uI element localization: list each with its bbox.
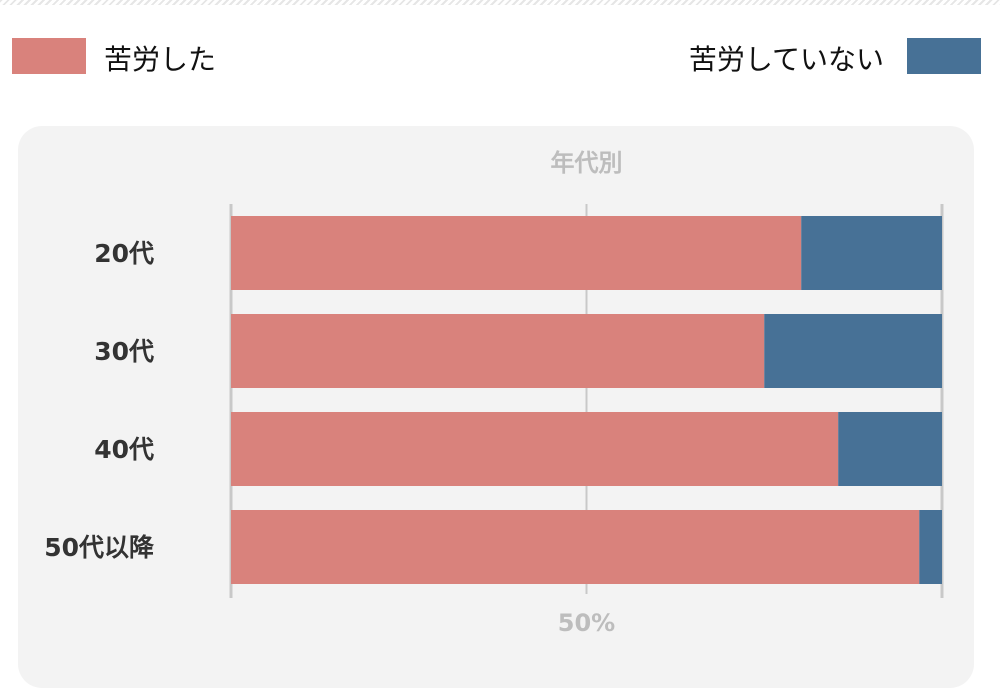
bar-struggled-4: [231, 510, 920, 584]
legend-swatch-struggled: [12, 38, 86, 74]
bar-struggled-3: [231, 412, 839, 486]
category-label-2: 30代: [94, 337, 154, 366]
bar-struggled-1: [231, 216, 802, 290]
legend-swatch-not-struggled: [907, 38, 981, 74]
bar-not-struggled-4: [919, 510, 942, 584]
category-label-1: 20代: [94, 239, 154, 268]
bar-not-struggled-2: [764, 314, 942, 388]
bar-not-struggled-3: [838, 412, 942, 486]
category-label-3: 40代: [94, 435, 154, 464]
chart-title: 年代別: [551, 149, 623, 177]
legend-label-struggled: 苦労した: [104, 43, 217, 76]
legend-label-not-struggled: 苦労していない: [688, 43, 884, 76]
bar-struggled-2: [231, 314, 765, 388]
bar-not-struggled-1: [801, 216, 942, 290]
dotted-top-border: [0, 0, 1000, 5]
category-label-4: 50代以降: [44, 533, 155, 562]
x-tick-label-50: 50%: [558, 609, 615, 637]
